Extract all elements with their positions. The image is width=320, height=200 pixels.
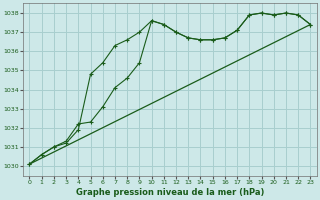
X-axis label: Graphe pression niveau de la mer (hPa): Graphe pression niveau de la mer (hPa) xyxy=(76,188,264,197)
